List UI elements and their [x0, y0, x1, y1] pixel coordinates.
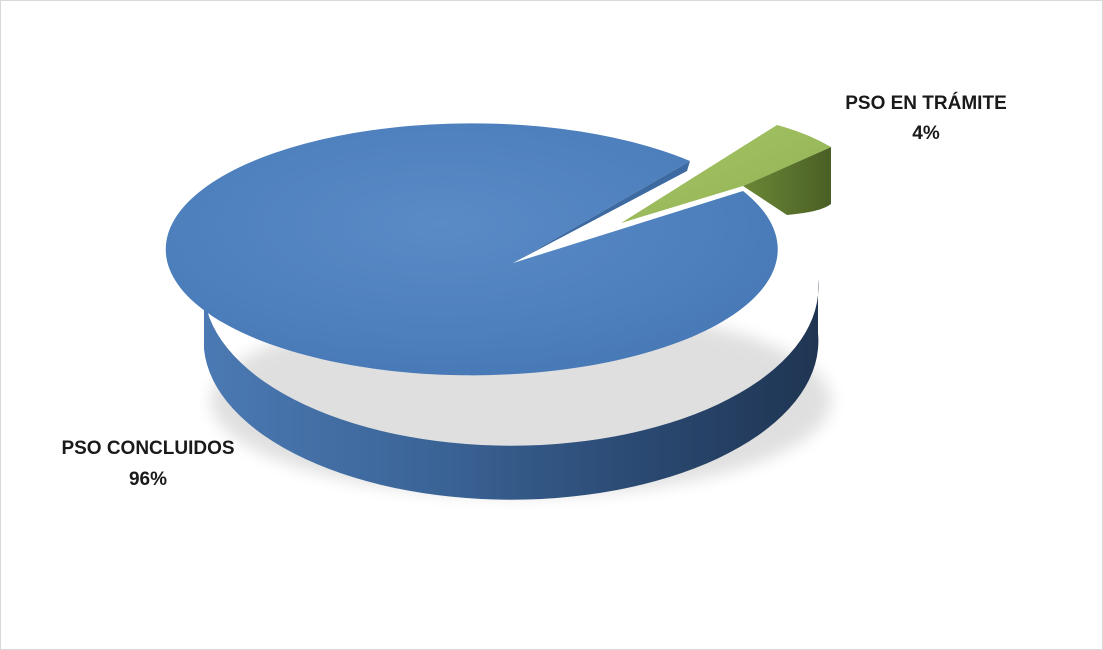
slice-pso-en-tramite [621, 125, 831, 223]
slice-cut-face [513, 161, 690, 263]
slice-side-pso-en-tramite [743, 147, 831, 215]
slice-value-pso-concluidos: 96% [129, 469, 167, 490]
slice-pso-concluidos [165, 123, 778, 376]
slice-value-pso-en-tramite: 4% [912, 123, 940, 144]
slice-label-pso-concluidos: PSO CONCLUIDOS [61, 438, 234, 459]
slice-label-pso-en-tramite: PSO EN TRÁMITE [845, 92, 1007, 114]
slice-side-pso-concluidos [204, 279, 819, 500]
